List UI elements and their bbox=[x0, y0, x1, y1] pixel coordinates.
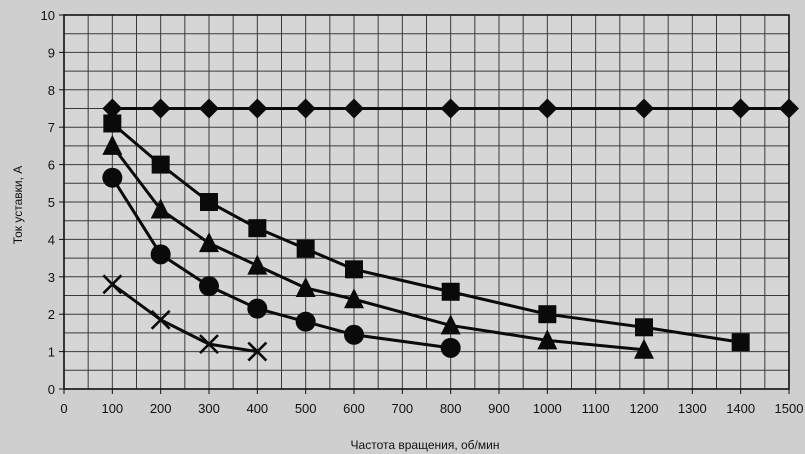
x-tick-label: 800 bbox=[440, 401, 462, 416]
x-tick-label: 700 bbox=[391, 401, 413, 416]
y-tick-label: 7 bbox=[48, 120, 55, 135]
marker-square bbox=[442, 283, 460, 301]
marker-square bbox=[538, 305, 556, 323]
y-tick-label: 3 bbox=[48, 270, 55, 285]
x-tick-label: 1400 bbox=[726, 401, 755, 416]
y-tick-label: 8 bbox=[48, 83, 55, 98]
marker-circle bbox=[151, 244, 171, 264]
marker-circle bbox=[247, 299, 267, 319]
x-tick-label: 1300 bbox=[678, 401, 707, 416]
marker-square bbox=[200, 193, 218, 211]
marker-square bbox=[732, 333, 750, 351]
y-axis-ticks: 0 1 2 3 4 5 6 7 8 9 10 bbox=[41, 8, 64, 397]
x-tick-label: 200 bbox=[150, 401, 172, 416]
marker-circle bbox=[441, 338, 461, 358]
marker-circle bbox=[344, 325, 364, 345]
marker-square bbox=[103, 114, 121, 132]
marker-square bbox=[345, 260, 363, 278]
marker-square bbox=[248, 219, 266, 237]
y-tick-label: 0 bbox=[48, 382, 55, 397]
x-tick-label: 1200 bbox=[630, 401, 659, 416]
marker-square bbox=[635, 318, 653, 336]
x-tick-label: 900 bbox=[488, 401, 510, 416]
y-tick-label: 5 bbox=[48, 195, 55, 210]
y-tick-label: 6 bbox=[48, 158, 55, 173]
x-tick-label: 400 bbox=[246, 401, 268, 416]
x-tick-label: 300 bbox=[198, 401, 220, 416]
y-tick-label: 4 bbox=[48, 232, 55, 247]
marker-circle bbox=[296, 312, 316, 332]
x-tick-label: 1100 bbox=[582, 401, 610, 416]
marker-circle bbox=[199, 276, 219, 296]
marker-square bbox=[152, 156, 170, 174]
x-tick-label: 100 bbox=[101, 401, 123, 416]
y-tick-label: 1 bbox=[48, 345, 55, 360]
y-tick-label: 9 bbox=[48, 45, 55, 60]
x-tick-label: 1500 bbox=[775, 401, 804, 416]
marker-square bbox=[297, 240, 315, 258]
y-tick-label: 10 bbox=[41, 8, 55, 23]
x-tick-label: 1000 bbox=[533, 401, 562, 416]
x-tick-label: 0 bbox=[60, 401, 67, 416]
x-tick-label: 600 bbox=[343, 401, 365, 416]
y-tick-label: 2 bbox=[48, 307, 55, 322]
x-axis-label: Частота вращения, об/мин bbox=[351, 438, 500, 452]
x-tick-label: 500 bbox=[295, 401, 317, 416]
marker-circle bbox=[102, 168, 122, 188]
y-axis-label: Ток уставки, А bbox=[11, 166, 25, 245]
x-axis-ticks: 0 100 200 300 400 500 600 700 800 900 1000 1100 1200… bbox=[60, 389, 803, 416]
